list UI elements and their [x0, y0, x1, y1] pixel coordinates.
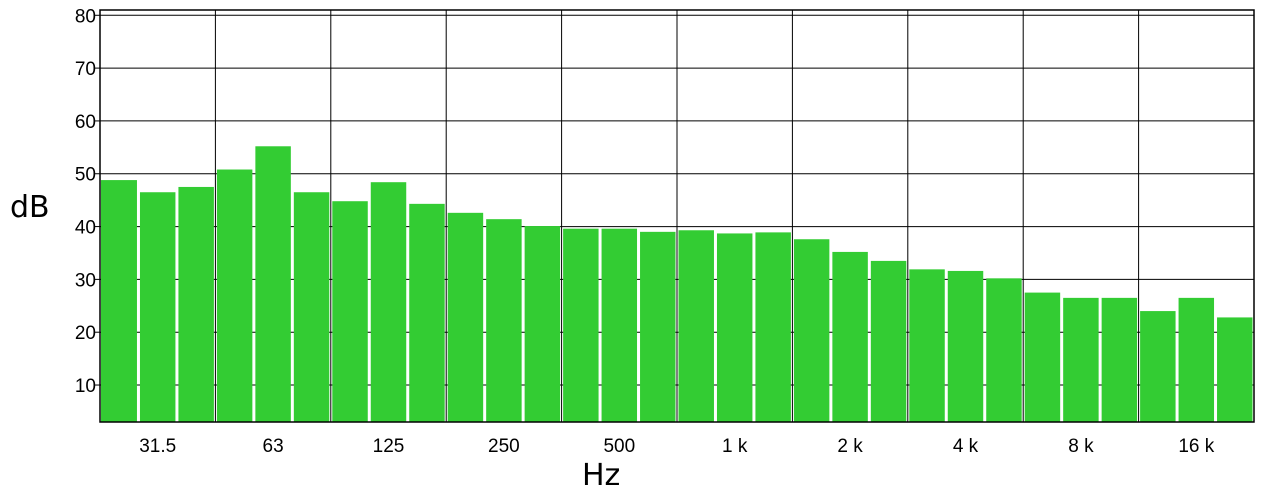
y-tick-label: 80 [75, 6, 96, 27]
bar [293, 192, 330, 422]
bar [139, 192, 176, 422]
x-axis-label: Hz [582, 458, 621, 493]
x-tick-label: 31.5 [139, 436, 176, 457]
x-tick-label: 500 [603, 436, 635, 457]
y-tick-label: 60 [75, 112, 96, 133]
bar [1024, 292, 1061, 422]
y-tick-label: 30 [75, 270, 96, 291]
y-tick-label: 40 [75, 218, 96, 239]
bar [678, 230, 714, 422]
y-axis-label: dB [10, 190, 50, 225]
bar [1178, 297, 1215, 422]
bar [447, 212, 484, 422]
x-tick-labels: 31.5 63 125 250 500 1 k 2 k 4 k 8 k 16 k [139, 436, 1215, 457]
bar [870, 260, 907, 422]
y-tick-label: 50 [75, 165, 96, 186]
y-tick-label: 70 [75, 59, 96, 80]
bar [101, 180, 137, 422]
x-tick-label: 1 k [722, 436, 748, 457]
x-tick-label: 2 k [837, 436, 863, 457]
bar [716, 233, 753, 422]
bar [1140, 311, 1176, 422]
bar [332, 201, 368, 422]
bar [524, 226, 561, 422]
bar [909, 269, 945, 422]
x-tick-label: 250 [488, 436, 520, 457]
bar [640, 231, 676, 422]
x-tick-label: 125 [373, 436, 405, 457]
y-tick-label: 10 [75, 376, 96, 397]
bar [1217, 317, 1253, 422]
bar [1101, 297, 1138, 422]
x-tick-label: 8 k [1068, 436, 1094, 457]
x-tick-label: 16 k [1178, 436, 1214, 457]
bar [947, 270, 984, 422]
bar [409, 203, 445, 422]
y-tick-label: 20 [75, 323, 96, 344]
bar [755, 232, 791, 422]
x-tick-label: 63 [263, 436, 284, 457]
bar [486, 219, 522, 422]
bar [832, 251, 868, 422]
bar [986, 278, 1022, 422]
plot-frame [99, 9, 1255, 423]
x-tick-label: 4 k [953, 436, 979, 457]
grid-lines [95, 10, 1254, 422]
bar [255, 146, 291, 422]
bar [601, 228, 638, 422]
bar [793, 239, 830, 422]
bar [1063, 297, 1099, 422]
bar [563, 228, 599, 422]
bar [178, 186, 214, 422]
bar [370, 182, 407, 422]
y-tick-labels: 10 20 30 40 50 60 70 80 [75, 6, 96, 397]
bars [101, 146, 1253, 422]
bar [216, 169, 253, 422]
